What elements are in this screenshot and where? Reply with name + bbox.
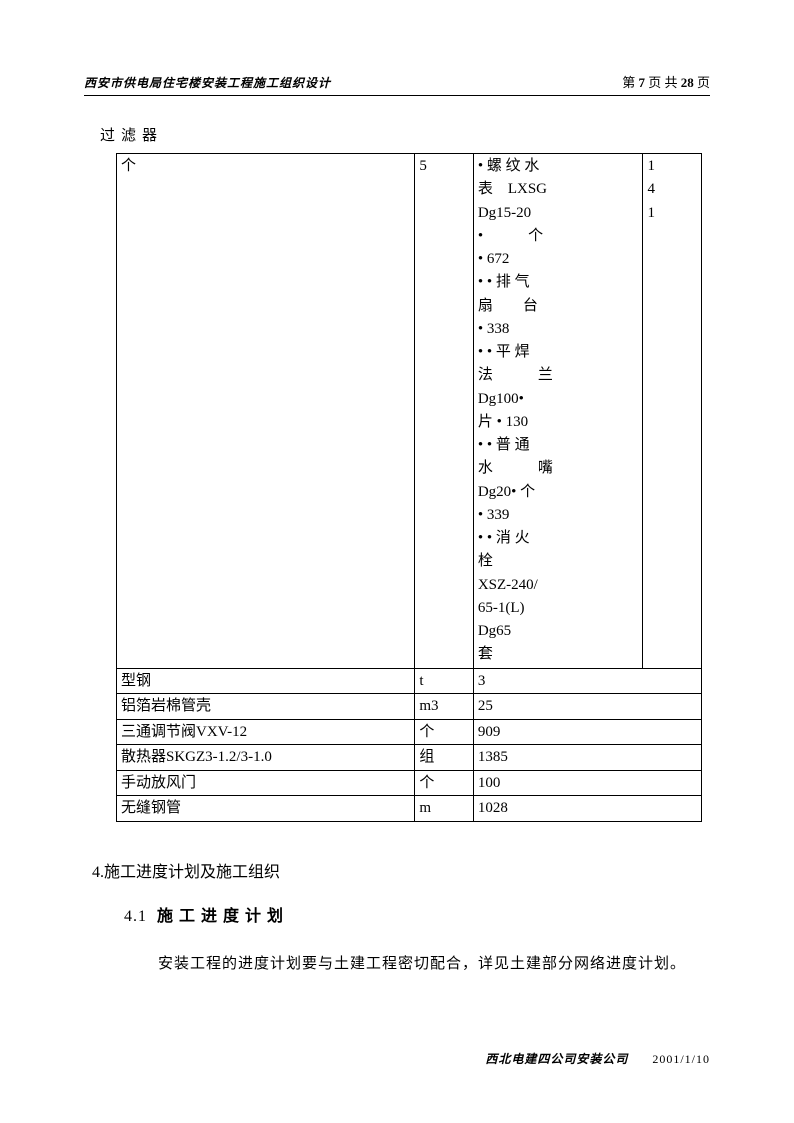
cell-qty: 909 (473, 719, 701, 745)
footer-company: 西北电建四公司安装公司 (485, 1052, 628, 1066)
table-row: 铝箔岩棉管壳 m3 25 (117, 694, 702, 720)
cell-name: 散热器SKGZ3-1.2/3-1.0 (117, 745, 415, 771)
table-row: 个 5 • 螺 纹 水 表 LXSG Dg15-20 • 个 • 672 • •… (117, 154, 702, 669)
cell-name: 型钢 (117, 668, 415, 694)
cell-extra: 1 4 1 (643, 154, 702, 669)
cell-qty: 25 (473, 694, 701, 720)
cell-desc: • 螺 纹 水 表 LXSG Dg15-20 • 个 • 672 • • 排 气… (473, 154, 643, 669)
cell-name: 铝箔岩棉管壳 (117, 694, 415, 720)
table-row: 型钢 t 3 (117, 668, 702, 694)
cell-qty: 3 (473, 668, 701, 694)
footer-date: 2001/1/10 (652, 1052, 710, 1066)
cell-unit: t (415, 668, 474, 694)
page-footer: 西北电建四公司安装公司 2001/1/10 (485, 1050, 710, 1067)
page-header: 西安市供电局住宅楼安装工程施工组织设计 第 7 页 共 28 页 (84, 72, 710, 96)
cell-qty: 5 (415, 154, 474, 669)
table-row: 无缝钢管 m 1028 (117, 796, 702, 822)
cell-unit: m3 (415, 694, 474, 720)
cell-name: 无缝钢管 (117, 796, 415, 822)
cell-unit: 个 (117, 154, 415, 669)
materials-table: 个 5 • 螺 纹 水 表 LXSG Dg15-20 • 个 • 672 • •… (116, 153, 702, 822)
page-number: 第 7 页 共 28 页 (622, 72, 710, 91)
body-paragraph: 安装工程的进度计划要与土建工程密切配合，详见土建部分网络进度计划。 (158, 946, 690, 982)
cell-qty: 100 (473, 770, 701, 796)
document-title: 西安市供电局住宅楼安装工程施工组织设计 (84, 74, 331, 91)
table-row: 手动放风门 个 100 (117, 770, 702, 796)
cell-qty: 1385 (473, 745, 701, 771)
cell-unit: 个 (415, 719, 474, 745)
table-row: 散热器SKGZ3-1.2/3-1.0 组 1385 (117, 745, 702, 771)
cell-name: 手动放风门 (117, 770, 415, 796)
filter-label: 过滤器 (100, 124, 710, 145)
cell-unit: 组 (415, 745, 474, 771)
section-heading: 4.施工进度计划及施工组织 (92, 858, 710, 882)
cell-unit: m (415, 796, 474, 822)
cell-qty: 1028 (473, 796, 701, 822)
subsection-heading: 4.1 施工进度计划 (124, 902, 710, 926)
cell-name: 三通调节阀VXV-12 (117, 719, 415, 745)
table-row: 三通调节阀VXV-12 个 909 (117, 719, 702, 745)
cell-unit: 个 (415, 770, 474, 796)
